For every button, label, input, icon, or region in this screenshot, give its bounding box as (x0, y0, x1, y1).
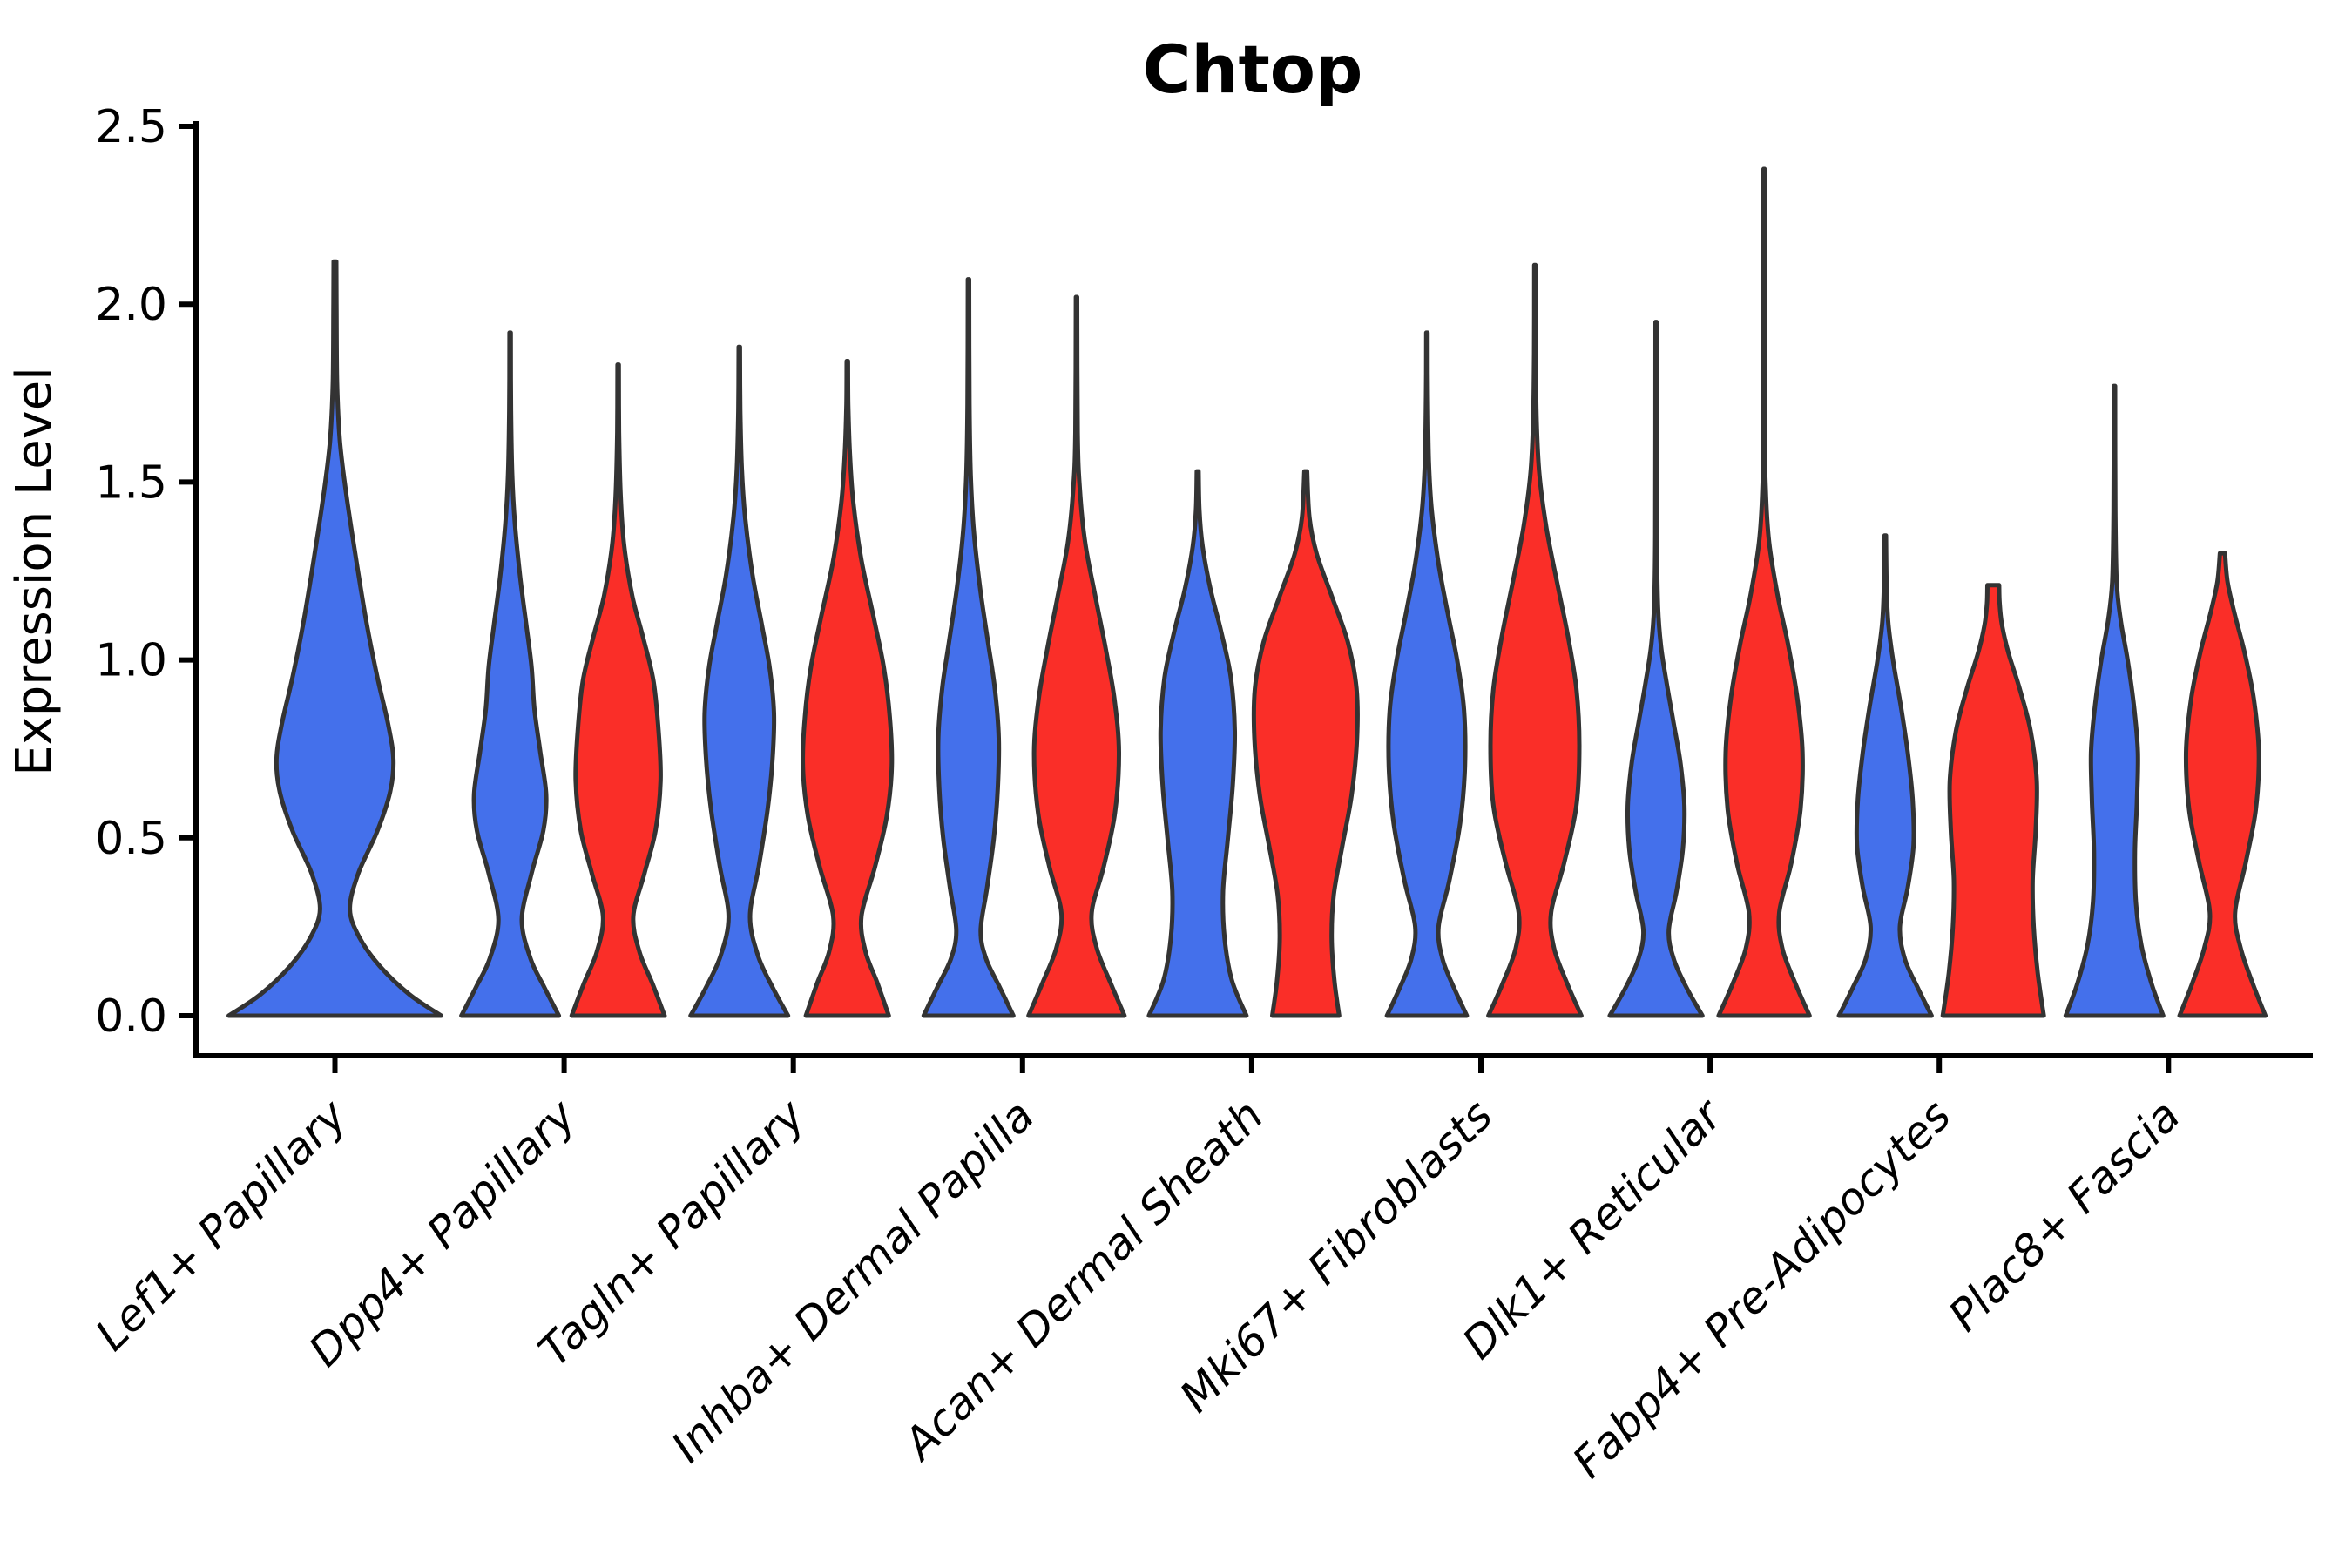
y-tick-label: 2.5 (95, 101, 167, 153)
axis-spines (193, 121, 2313, 1058)
violin-red (1716, 166, 1812, 1018)
violin-red (1251, 469, 1360, 1018)
violin-red (2177, 551, 2268, 1018)
violin-blue (459, 330, 562, 1018)
violin-red (1940, 583, 2046, 1018)
y-tick-label: 0.5 (95, 813, 167, 865)
violin-blue (921, 277, 1016, 1018)
x-tick-label: Lef1+ Papillary (86, 1089, 357, 1360)
y-tick-label: 2.0 (95, 279, 167, 331)
violin-blue (2063, 383, 2166, 1018)
x-tick-label: Acan+ Dermal Sheath (892, 1090, 1273, 1470)
y-axis-label: Expression Level (6, 367, 63, 776)
violin-red (569, 362, 667, 1018)
y-tick-label: 1.5 (95, 456, 167, 509)
violin-blue (1146, 469, 1249, 1018)
violin-blue (226, 259, 443, 1018)
y-tick-label: 1.0 (95, 635, 167, 687)
violin-blue (1607, 320, 1705, 1018)
violin-blue (1384, 330, 1470, 1018)
axes-layer (179, 121, 2313, 1073)
x-tick-label: Inhba+ Dermal Papilla (662, 1090, 1044, 1471)
violin-blue (688, 344, 791, 1018)
violin-blue (1836, 533, 1934, 1018)
x-tick-label: Fabp4+ Pre-Adipocytes (1563, 1090, 1961, 1488)
x-tick-label: Plac8+ Fascia (1939, 1090, 2190, 1341)
violin-red (1486, 262, 1584, 1018)
y-tick-label: 0.0 (95, 990, 167, 1043)
violins-layer (226, 166, 2268, 1018)
violin-red (801, 359, 895, 1018)
chart-title: Chtop (1143, 30, 1363, 108)
violin-red (1026, 294, 1127, 1018)
